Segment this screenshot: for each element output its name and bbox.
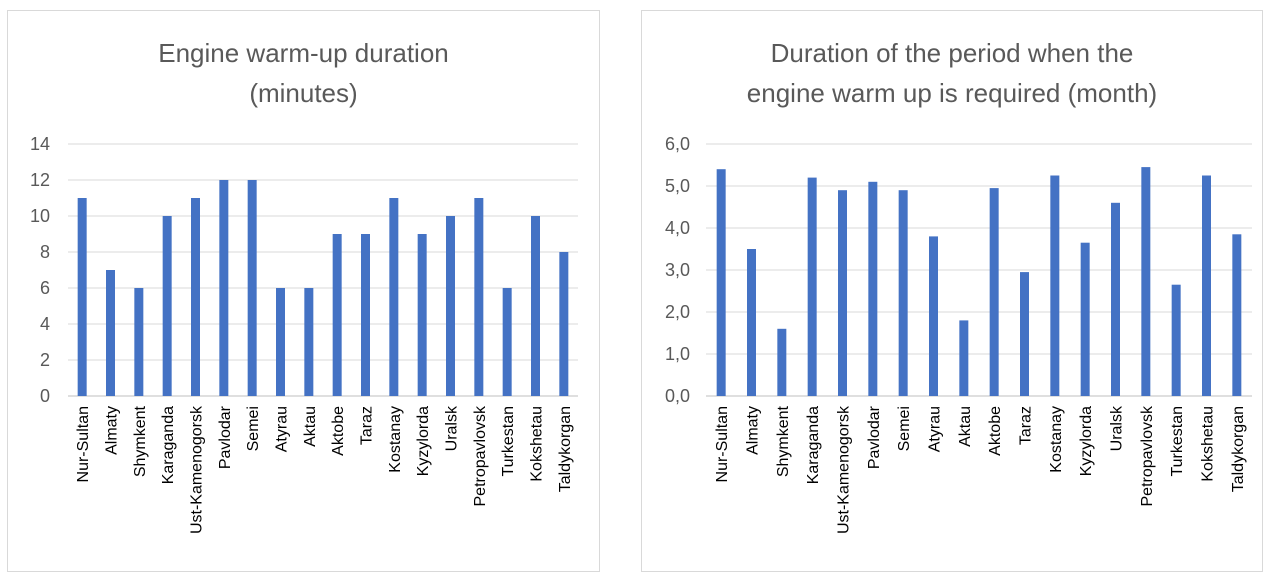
y-tick-label: 4,0 <box>665 218 690 238</box>
bar <box>1050 175 1060 396</box>
bar <box>304 288 314 396</box>
x-tick-label: Kyzylorda <box>1078 406 1095 476</box>
bar <box>332 234 342 396</box>
chart-title-line-1: Duration of the period when the <box>770 38 1134 68</box>
bar <box>777 328 787 396</box>
x-tick-label: Pavlodar <box>866 405 883 469</box>
x-tick-label: Uralsk <box>444 405 461 451</box>
bar <box>898 190 908 396</box>
x-tick-label: Kokshetau <box>529 406 546 482</box>
x-tick-label: Kostanay <box>387 406 404 473</box>
bar <box>474 198 484 396</box>
y-tick-label: 2,0 <box>665 302 690 322</box>
y-tick-label: 8 <box>40 242 50 262</box>
x-tick-label: Karaganda <box>805 406 822 484</box>
x-tick-label: Aktau <box>302 406 319 447</box>
bar <box>1020 272 1029 396</box>
x-tick-label: Aktau <box>957 406 974 447</box>
x-tick-label: Nur-Sultan <box>714 406 731 482</box>
x-tick-label: Kyzylorda <box>415 406 432 476</box>
x-tick-label: Kostanay <box>1048 406 1065 473</box>
bar <box>106 270 115 396</box>
bar <box>389 198 399 396</box>
bar <box>1202 175 1211 396</box>
bar <box>716 169 726 396</box>
bar <box>276 288 285 396</box>
bar <box>446 216 455 396</box>
bar <box>959 320 969 396</box>
x-tick-label: Atyrau <box>927 406 944 452</box>
y-tick-label: 3,0 <box>665 260 690 280</box>
x-tick-label: Karaganda <box>160 406 177 484</box>
y-tick-label: 10 <box>30 206 50 226</box>
x-tick-label: Shymkent <box>775 405 792 477</box>
bar <box>747 249 756 396</box>
x-tick-label: Kokshetau <box>1200 406 1217 482</box>
bar <box>868 181 878 396</box>
x-tick-label: Almaty <box>104 406 121 455</box>
chart-title-line-2: engine warm up is required (month) <box>746 78 1158 108</box>
x-tick-label: Ust-Kamenogorsk <box>836 405 853 534</box>
bar <box>1232 234 1242 396</box>
bar <box>502 288 512 396</box>
bar <box>417 234 427 396</box>
x-tick-label: Semei <box>245 406 262 451</box>
x-tick-label: Taldykorgan <box>1230 406 1247 492</box>
bar <box>247 180 257 396</box>
x-tick-label: Taraz <box>1018 406 1035 445</box>
x-tick-label: Ust-Kamenogorsk <box>189 405 206 534</box>
chart-title: Engine warm-up duration (minutes) <box>8 33 599 113</box>
x-tick-label: Nur-Sultan <box>75 406 92 482</box>
bar <box>989 188 999 396</box>
x-tick-label: Turkestan <box>1169 406 1186 477</box>
x-tick-label: Petropavlovsk <box>1139 405 1156 506</box>
bar <box>134 288 144 396</box>
bar <box>191 198 200 396</box>
x-tick-label: Turkestan <box>500 406 517 477</box>
bar <box>162 216 172 396</box>
y-tick-label: 2 <box>40 350 50 370</box>
bar <box>1141 167 1151 396</box>
bar <box>219 180 229 396</box>
chart-title-line-1: Engine warm-up duration <box>158 38 449 68</box>
chart-title-line-2: (minutes) <box>249 78 358 108</box>
x-tick-label: Aktobe <box>330 406 347 456</box>
bar <box>559 252 569 396</box>
bar <box>77 198 87 396</box>
bar <box>1080 242 1090 396</box>
x-tick-label: Aktobe <box>987 406 1004 456</box>
x-tick-label: Taraz <box>359 406 376 445</box>
y-tick-label: 6 <box>40 278 50 298</box>
x-tick-label: Almaty <box>745 406 762 455</box>
chart-plot-area: 0 2 4 6 8 10 12 14 Nur-Sultan Almaty Shymkent Karag… <box>30 134 578 534</box>
y-tick-label: 0,0 <box>665 386 690 406</box>
x-tick-label: Semei <box>896 406 913 451</box>
x-tick-label: Pavlodar <box>217 405 234 469</box>
x-tick-label: Petropavlovsk <box>472 405 489 506</box>
bar <box>1111 202 1120 396</box>
warmup-period-chart: Duration of the period when the engine w… <box>641 10 1263 572</box>
x-tick-label: Uralsk <box>1109 405 1126 451</box>
bar <box>531 216 540 396</box>
y-tick-label: 12 <box>30 170 50 190</box>
warmup-duration-chart: Engine warm-up duration (minutes) 0 2 4 6 8 1… <box>7 10 600 572</box>
bar <box>1171 284 1181 396</box>
y-tick-label: 5,0 <box>665 176 690 196</box>
bar <box>807 177 817 396</box>
x-tick-label: Atyrau <box>274 406 291 452</box>
bar <box>929 236 938 396</box>
y-tick-label: 6,0 <box>665 134 690 154</box>
chart-plot-area: 0,0 1,0 2,0 3,0 4,0 5,0 6,0 Nur-Sultan Almaty Shy… <box>665 134 1252 534</box>
x-tick-label: Taldykorgan <box>557 406 574 492</box>
x-tick-label: Shymkent <box>132 405 149 477</box>
bar <box>361 234 370 396</box>
y-tick-label: 4 <box>40 314 50 334</box>
bar <box>838 190 847 396</box>
chart-title: Duration of the period when the engine w… <box>642 33 1262 113</box>
y-tick-label: 14 <box>30 134 50 154</box>
y-tick-label: 0 <box>40 386 50 406</box>
y-tick-label: 1,0 <box>665 344 690 364</box>
